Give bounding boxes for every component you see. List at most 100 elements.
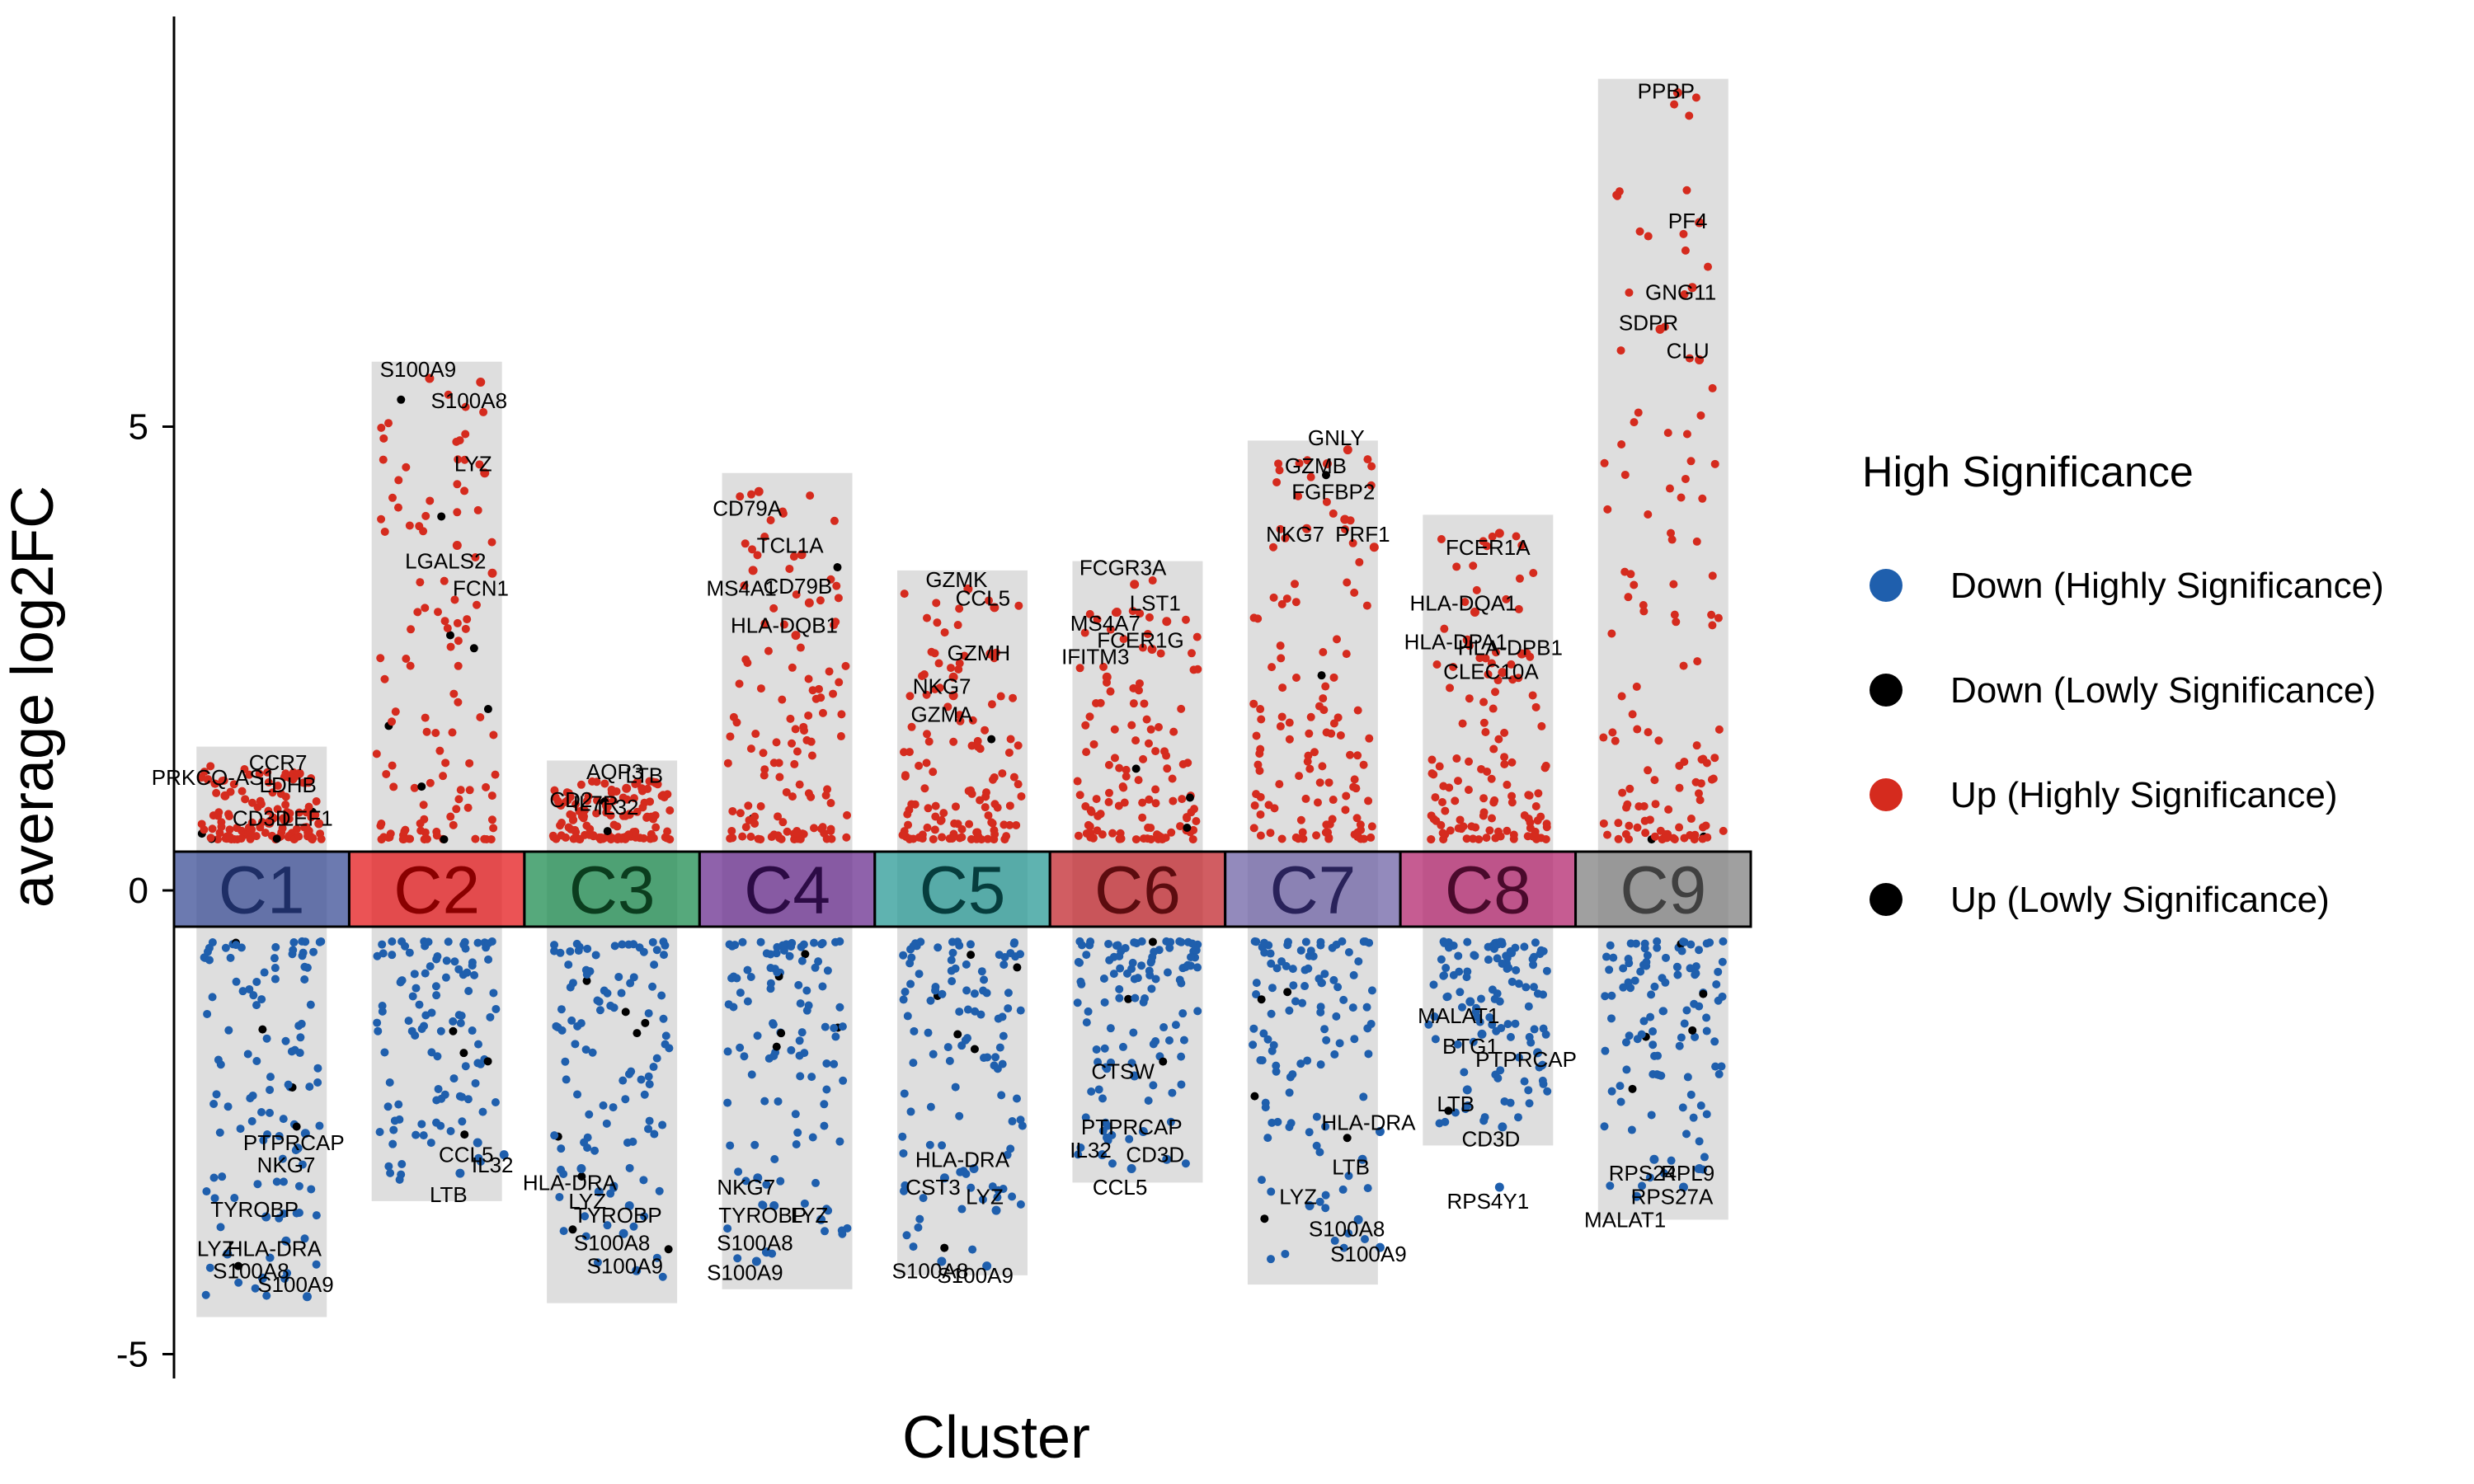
up-point — [272, 834, 281, 843]
up-point — [1324, 828, 1333, 837]
down-point — [621, 1007, 630, 1017]
up-point — [245, 770, 254, 779]
up-point — [778, 818, 788, 827]
up-point — [974, 742, 983, 751]
down-point — [1177, 1080, 1186, 1089]
down-point — [1272, 1067, 1281, 1076]
down-point — [1339, 995, 1348, 1004]
down-point — [1267, 959, 1276, 968]
up-point — [1143, 630, 1152, 639]
up-point — [778, 695, 787, 704]
down-point — [940, 1243, 949, 1252]
down-point — [278, 1154, 287, 1163]
gene-point-FCER1A — [1494, 528, 1504, 538]
gene-point-FCER1G — [1147, 645, 1157, 654]
down-point — [385, 1078, 394, 1087]
down-point — [294, 1181, 303, 1190]
down-point — [557, 1144, 566, 1153]
up-point — [1431, 793, 1440, 802]
up-point — [1526, 818, 1535, 827]
up-point — [746, 832, 755, 841]
up-point — [791, 725, 800, 734]
up-point — [1616, 346, 1625, 355]
down-point — [1159, 1023, 1169, 1032]
up-point — [786, 714, 795, 723]
gene-label: NKG7 — [717, 1175, 775, 1200]
up-point — [1277, 712, 1286, 721]
down-point — [1440, 938, 1449, 947]
up-point — [1319, 706, 1329, 715]
down-point — [1488, 1020, 1497, 1029]
gene-point-PPBP — [1672, 88, 1682, 97]
down-point — [766, 950, 775, 959]
down-point — [457, 1011, 466, 1020]
up-point — [836, 732, 845, 741]
gene-point-S100A8 — [257, 1273, 267, 1283]
up-point — [1296, 815, 1305, 824]
down-point — [1127, 1059, 1136, 1068]
down-point — [396, 978, 405, 987]
gene-label: CLEC10A — [1443, 660, 1539, 684]
up-point — [212, 788, 221, 797]
up-point — [434, 608, 443, 617]
down-point — [811, 963, 820, 972]
up-point — [1500, 759, 1509, 768]
up-point — [1145, 613, 1154, 622]
up-point — [987, 735, 996, 744]
up-point — [1176, 822, 1185, 831]
down-point — [743, 997, 752, 1006]
up-point — [1115, 763, 1124, 773]
down-point — [618, 1076, 628, 1085]
gene-label: IL7R — [573, 791, 618, 815]
up-point — [1534, 789, 1543, 798]
down-point — [300, 1234, 309, 1243]
gene-label: S100A9 — [380, 357, 457, 382]
down-point — [1101, 1118, 1110, 1127]
down-point — [446, 1127, 455, 1136]
up-point — [1507, 791, 1517, 801]
down-point — [279, 1115, 288, 1124]
up-point — [935, 683, 944, 693]
down-point — [957, 1205, 967, 1214]
down-point — [1363, 1184, 1372, 1193]
down-point — [491, 1097, 500, 1106]
down-point — [1507, 977, 1517, 986]
down-point — [609, 1103, 618, 1112]
down-point — [1616, 1097, 1625, 1106]
down-point — [644, 1072, 653, 1081]
up-point — [1489, 744, 1498, 754]
gene-label: MALAT1 — [1584, 1207, 1666, 1232]
gene-label: LTB — [430, 1182, 468, 1207]
up-point — [388, 493, 397, 502]
up-point — [1188, 649, 1197, 658]
up-point — [1690, 835, 1699, 844]
down-point — [234, 1278, 243, 1287]
down-point — [980, 975, 989, 984]
down-point — [205, 956, 214, 965]
down-point — [313, 1078, 322, 1087]
down-point — [801, 950, 810, 959]
down-point — [760, 1097, 769, 1106]
down-point — [1261, 1103, 1270, 1112]
up-point — [1319, 694, 1328, 703]
up-point — [1162, 751, 1171, 760]
up-point — [1129, 699, 1138, 708]
up-point — [299, 778, 308, 787]
up-point — [750, 819, 760, 828]
down-point — [821, 1022, 830, 1031]
down-point — [1524, 1086, 1533, 1095]
up-point — [1633, 725, 1642, 734]
down-point — [1643, 951, 1652, 960]
up-point — [377, 423, 386, 432]
down-point — [807, 1073, 816, 1082]
down-point — [1504, 963, 1513, 972]
down-point — [1316, 937, 1325, 946]
up-point — [1512, 532, 1521, 541]
up-point — [1465, 757, 1474, 766]
down-point — [1076, 1143, 1085, 1152]
down-point — [948, 937, 957, 946]
up-point — [1665, 484, 1674, 493]
up-point — [800, 726, 809, 735]
down-point — [266, 1253, 275, 1262]
down-point — [298, 1160, 307, 1169]
